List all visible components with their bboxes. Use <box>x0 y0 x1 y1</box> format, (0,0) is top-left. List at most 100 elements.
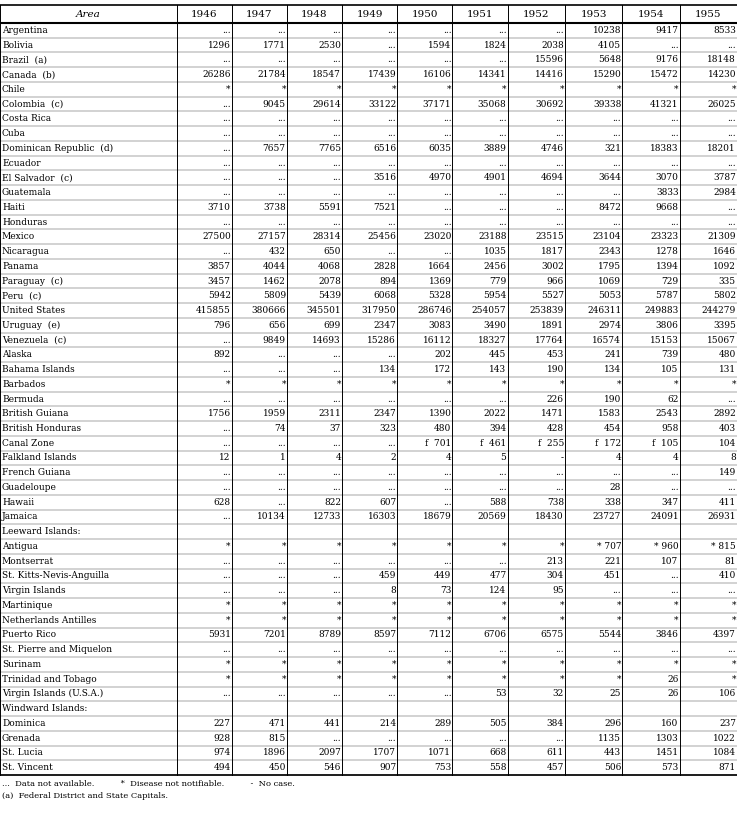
Text: ...: ... <box>612 188 621 197</box>
Text: St. Kitts-Nevis-Anguilla: St. Kitts-Nevis-Anguilla <box>2 571 109 580</box>
Text: ...: ... <box>332 129 341 138</box>
Text: 558: 558 <box>489 763 506 772</box>
Text: ...: ... <box>498 56 506 65</box>
Text: ...: ... <box>332 173 341 182</box>
Text: 907: 907 <box>379 763 397 772</box>
Text: 1959: 1959 <box>262 409 286 418</box>
Text: 73: 73 <box>440 586 451 596</box>
Text: British Guiana: British Guiana <box>2 409 69 418</box>
Text: ...: ... <box>555 158 564 167</box>
Text: 16106: 16106 <box>422 70 451 79</box>
Text: 39338: 39338 <box>593 100 621 109</box>
Text: 1953: 1953 <box>580 10 607 19</box>
Text: 2038: 2038 <box>541 41 564 50</box>
Text: 15472: 15472 <box>650 70 679 79</box>
Text: 2984: 2984 <box>713 188 736 197</box>
Text: ...: ... <box>277 217 286 226</box>
Text: 5328: 5328 <box>428 292 451 301</box>
Text: *: * <box>447 380 451 389</box>
Text: *: * <box>282 675 286 684</box>
Text: 23515: 23515 <box>535 232 564 241</box>
Text: 1022: 1022 <box>713 734 736 743</box>
Text: 28: 28 <box>610 483 621 492</box>
Text: 450: 450 <box>268 763 286 772</box>
Text: ...: ... <box>388 468 397 477</box>
Text: *: * <box>732 380 736 389</box>
Text: ...: ... <box>443 158 451 167</box>
Text: 286746: 286746 <box>417 306 451 315</box>
Text: 9176: 9176 <box>656 56 679 65</box>
Text: 21309: 21309 <box>708 232 736 241</box>
Text: Guadeloupe: Guadeloupe <box>2 483 57 492</box>
Text: *: * <box>282 542 286 551</box>
Text: 23188: 23188 <box>478 232 506 241</box>
Text: 5439: 5439 <box>318 292 341 301</box>
Text: 10134: 10134 <box>257 512 286 521</box>
Text: Virgin Islands (U.S.A.): Virgin Islands (U.S.A.) <box>2 690 103 699</box>
Text: Dominica: Dominica <box>2 719 46 728</box>
Text: *: * <box>337 542 341 551</box>
Text: ...: ... <box>498 645 506 654</box>
Text: 321: 321 <box>604 144 621 153</box>
Text: 9668: 9668 <box>656 203 679 212</box>
Text: 10238: 10238 <box>593 26 621 35</box>
Text: ...: ... <box>277 173 286 182</box>
Text: 338: 338 <box>604 498 621 507</box>
Text: 739: 739 <box>662 350 679 359</box>
Text: *: * <box>502 660 506 669</box>
Text: 4746: 4746 <box>541 144 564 153</box>
Text: Jamaica: Jamaica <box>2 512 38 521</box>
Text: 14693: 14693 <box>312 336 341 345</box>
Text: Antigua: Antigua <box>2 542 38 551</box>
Text: 2543: 2543 <box>656 409 679 418</box>
Text: ...: ... <box>277 645 286 654</box>
Text: ...: ... <box>332 439 341 448</box>
Text: 18430: 18430 <box>535 512 564 521</box>
Text: 2343: 2343 <box>598 247 621 256</box>
Text: 12733: 12733 <box>312 512 341 521</box>
Text: ...: ... <box>277 56 286 65</box>
Text: ...: ... <box>443 188 451 197</box>
Text: 3833: 3833 <box>656 188 679 197</box>
Text: 2530: 2530 <box>318 41 341 50</box>
Text: ...: ... <box>443 129 451 138</box>
Text: 149: 149 <box>719 468 736 477</box>
Text: Cuba: Cuba <box>2 129 26 138</box>
Text: *: * <box>391 675 397 684</box>
Text: ...: ... <box>443 56 451 65</box>
Text: *: * <box>226 675 231 684</box>
Text: 27157: 27157 <box>257 232 286 241</box>
Text: 7657: 7657 <box>262 144 286 153</box>
Text: Peru  (c): Peru (c) <box>2 292 41 301</box>
Text: 4970: 4970 <box>428 173 451 182</box>
Text: 37: 37 <box>329 424 341 433</box>
Text: *: * <box>559 616 564 625</box>
Text: ...: ... <box>388 129 397 138</box>
Text: 202: 202 <box>434 350 451 359</box>
Text: 23323: 23323 <box>651 232 679 241</box>
Text: 1795: 1795 <box>598 261 621 270</box>
Text: Dominican Republic  (d): Dominican Republic (d) <box>2 144 113 153</box>
Text: ...: ... <box>277 395 286 404</box>
Text: 1817: 1817 <box>541 247 564 256</box>
Text: St. Vincent: St. Vincent <box>2 763 53 772</box>
Text: 815: 815 <box>268 734 286 743</box>
Text: *: * <box>617 660 621 669</box>
Text: 5527: 5527 <box>541 292 564 301</box>
Text: *: * <box>502 616 506 625</box>
Text: 241: 241 <box>604 350 621 359</box>
Text: 20569: 20569 <box>478 512 506 521</box>
Text: 23104: 23104 <box>593 232 621 241</box>
Text: 296: 296 <box>604 719 621 728</box>
Text: 35068: 35068 <box>478 100 506 109</box>
Text: ...: ... <box>612 586 621 596</box>
Text: 15286: 15286 <box>368 336 397 345</box>
Text: 2892: 2892 <box>713 409 736 418</box>
Text: *: * <box>282 380 286 389</box>
Text: ...: ... <box>277 483 286 492</box>
Text: 4105: 4105 <box>598 41 621 50</box>
Text: 892: 892 <box>214 350 231 359</box>
Text: 3806: 3806 <box>656 321 679 330</box>
Text: ...: ... <box>332 690 341 699</box>
Text: 958: 958 <box>661 424 679 433</box>
